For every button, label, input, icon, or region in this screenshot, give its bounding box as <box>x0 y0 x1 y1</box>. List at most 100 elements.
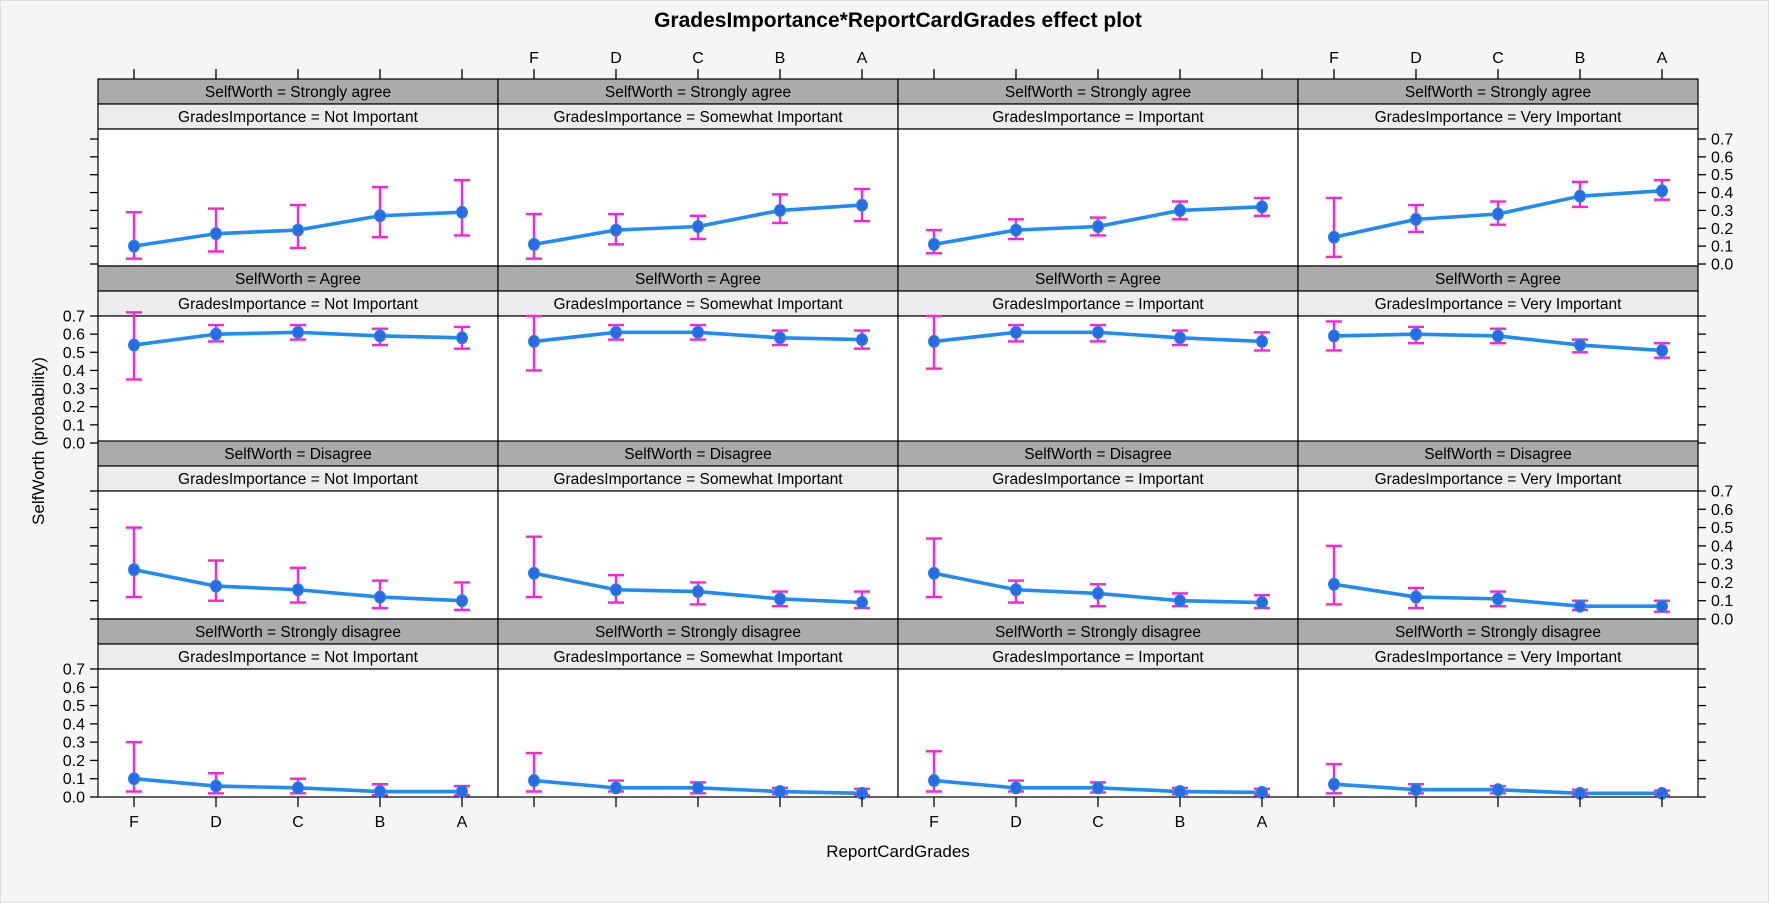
y-tick-label-right: 0.1 <box>1711 239 1733 256</box>
data-point <box>292 583 304 597</box>
data-point <box>456 594 468 608</box>
data-point <box>210 779 222 793</box>
data-point <box>292 223 304 237</box>
panel-strip-selfworth <box>497 440 899 467</box>
panel-series <box>1326 762 1670 800</box>
panel-strip-importance <box>1297 643 1699 670</box>
data-point <box>528 774 540 788</box>
data-point <box>856 596 868 610</box>
data-point <box>692 325 704 339</box>
strip-importance-label: GradesImportance = Somewhat Important <box>553 471 843 488</box>
data-point <box>128 338 140 352</box>
y-tick-label-left: 0.3 <box>63 381 85 398</box>
data-point <box>928 237 940 251</box>
data-point <box>1328 577 1340 591</box>
data-point <box>1092 781 1104 795</box>
data-point <box>610 781 622 795</box>
panel-strip-importance <box>897 290 1299 317</box>
strip-importance-label: GradesImportance = Very Important <box>1375 471 1623 488</box>
y-tick-label-right: 0.4 <box>1711 538 1733 555</box>
panel-strip-selfworth <box>1297 265 1699 292</box>
x-tick-label-bottom: F <box>129 814 139 831</box>
data-point <box>456 205 468 219</box>
data-point <box>692 781 704 795</box>
data-point <box>528 566 540 580</box>
x-tick-label-bottom: C <box>292 814 304 831</box>
panel-series <box>926 196 1270 255</box>
panel-series <box>126 740 470 799</box>
y-tick-label-left: 0.7 <box>63 309 85 326</box>
y-tick-label-right: 0.0 <box>1711 257 1733 274</box>
strip-selfworth-label: SelfWorth = Strongly disagree <box>1395 624 1601 641</box>
data-point <box>774 592 786 606</box>
data-point <box>610 223 622 237</box>
strip-importance-label: GradesImportance = Important <box>992 109 1204 126</box>
y-tick-label-right: 0.5 <box>1711 167 1733 184</box>
data-point <box>210 227 222 241</box>
strip-selfworth-label: SelfWorth = Agree <box>1035 271 1161 288</box>
panel-series <box>926 537 1270 610</box>
y-tick-label-left: 0.6 <box>63 327 85 344</box>
data-point <box>1656 343 1668 357</box>
data-point <box>692 585 704 599</box>
data-point <box>1174 331 1186 345</box>
y-tick-label-right: 0.5 <box>1711 520 1733 537</box>
x-tick-label-bottom: A <box>457 814 468 831</box>
strip-importance-label: GradesImportance = Important <box>992 296 1204 313</box>
strip-selfworth-label: SelfWorth = Strongly agree <box>1405 84 1591 101</box>
y-tick-label-left: 0.2 <box>63 399 85 416</box>
y-tick-label-left: 0.2 <box>63 753 85 770</box>
panel-plot <box>497 668 899 798</box>
data-point <box>774 203 786 217</box>
panel-strip-selfworth <box>897 618 1299 645</box>
x-tick-label-top: D <box>1410 50 1422 67</box>
data-point <box>1492 592 1504 606</box>
data-point <box>1256 334 1268 348</box>
data-point <box>856 198 868 212</box>
y-tick-label-right: 0.2 <box>1711 221 1733 238</box>
strip-selfworth-label: SelfWorth = Strongly agree <box>1005 84 1191 101</box>
plot-title: GradesImportance*ReportCardGrades effect… <box>654 9 1142 32</box>
x-tick-label-top: D <box>610 50 622 67</box>
x-tick-label-bottom: F <box>929 814 939 831</box>
strip-importance-label: GradesImportance = Important <box>992 471 1204 488</box>
data-point <box>528 237 540 251</box>
panel-series <box>1326 320 1670 359</box>
y-tick-label-right: 0.3 <box>1711 557 1733 574</box>
y-tick-label-left: 0.0 <box>63 436 85 453</box>
panel-strip-selfworth <box>497 265 899 292</box>
strip-selfworth-label: SelfWorth = Agree <box>235 271 361 288</box>
panel-series <box>1326 544 1670 613</box>
x-tick-label-top: F <box>1329 50 1339 67</box>
strip-selfworth-label: SelfWorth = Strongly disagree <box>595 624 801 641</box>
data-point <box>1256 596 1268 610</box>
panel-strip-importance <box>97 290 499 317</box>
panel-series <box>526 535 870 610</box>
data-point <box>1256 200 1268 214</box>
y-tick-label-right: 0.0 <box>1711 612 1733 629</box>
data-point <box>856 333 868 347</box>
x-tick-label-bottom: A <box>1257 814 1268 831</box>
strip-selfworth-label: SelfWorth = Disagree <box>224 446 371 463</box>
data-point <box>1410 212 1422 226</box>
strip-selfworth-label: SelfWorth = Strongly agree <box>605 84 791 101</box>
strip-selfworth-label: SelfWorth = Strongly disagree <box>195 624 401 641</box>
data-point <box>610 325 622 339</box>
strip-selfworth-label: SelfWorth = Strongly disagree <box>995 624 1201 641</box>
data-point <box>210 579 222 593</box>
panel-plot <box>1297 128 1699 267</box>
data-point <box>1010 583 1022 597</box>
panel-strip-selfworth <box>1297 440 1699 467</box>
x-tick-label-bottom: D <box>210 814 222 831</box>
panel-series <box>526 314 870 372</box>
data-point <box>1174 785 1186 799</box>
data-point <box>1092 325 1104 339</box>
data-point <box>1656 184 1668 198</box>
y-tick-label-right: 0.2 <box>1711 575 1733 592</box>
data-point <box>1174 594 1186 608</box>
x-tick-label-top: B <box>1575 50 1586 67</box>
data-point <box>528 334 540 348</box>
strip-selfworth-label: SelfWorth = Disagree <box>1024 446 1171 463</box>
